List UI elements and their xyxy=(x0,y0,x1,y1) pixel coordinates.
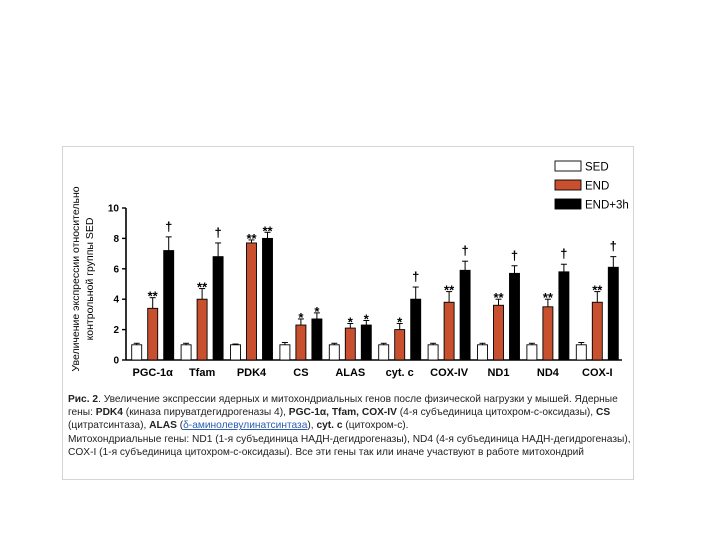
bar-chart: Увеличение экспрессии относительно контр… xyxy=(70,160,629,379)
category-label: ND1 xyxy=(487,367,509,379)
y-tick-label: 4 xyxy=(113,295,119,306)
legend-entry: SED xyxy=(585,162,609,174)
caption-text-7: (цитохром-с). xyxy=(342,420,409,432)
significance-marks: **†**† ***** ** * *†**†**†**†**† xyxy=(148,219,617,330)
significance-mark: † xyxy=(610,239,617,254)
legend-swatch xyxy=(554,179,582,191)
category-label: cyt. c xyxy=(386,367,414,379)
bar-end xyxy=(196,298,208,361)
bar-end-3h xyxy=(163,250,175,361)
category-label: PGC-1α xyxy=(133,367,174,379)
category-label: PDK4 xyxy=(237,367,267,379)
category-label: ND4 xyxy=(537,367,560,379)
bar-end xyxy=(542,306,554,361)
caption-text-4: (цитратсинтаза), xyxy=(68,420,150,432)
caption-text-3: (4-я субъединица цитохром-с-оксидазы), xyxy=(396,407,596,419)
significance-mark: † xyxy=(412,269,419,284)
bar-end-3h xyxy=(410,298,422,361)
category-labels: PGC-1α Tfam PDK4 CS ALAS cyt. c COX-IV ND1 ND4 CO… xyxy=(133,367,613,379)
category-label: COX-IV xyxy=(430,367,469,379)
y-tick-label: 6 xyxy=(113,264,119,275)
caption-alas-link[interactable]: δ-аминолевулинатсинтаза xyxy=(183,420,308,432)
bar-sed xyxy=(427,344,439,361)
category-label: COX-I xyxy=(582,367,613,379)
significance-mark: * xyxy=(348,315,354,330)
y-ticks: 0 2 4 6 8 10 xyxy=(108,204,126,367)
bar-sed xyxy=(279,344,291,361)
caption-gene-pdk4: PDK4 xyxy=(95,407,123,419)
caption-text-6: ), xyxy=(307,420,317,432)
legend: SED END END+3h xyxy=(554,160,629,212)
caption-gene-cytc: cyt. c xyxy=(316,420,343,432)
bar-sed xyxy=(131,344,143,361)
significance-mark: ** xyxy=(148,289,159,304)
significance-mark: * xyxy=(314,304,320,319)
bar-sed xyxy=(575,344,587,361)
bar-end-3h xyxy=(509,272,520,361)
caption-genes-group: PGC-1α, Tfam, COX-IV xyxy=(288,407,397,419)
bar-end-3h xyxy=(311,318,323,361)
bar-end xyxy=(591,301,603,361)
legend-entry: END xyxy=(585,181,609,193)
figure-caption: Рис. 2. Увеличение экспрессии ядерных и … xyxy=(68,393,632,459)
y-axis-label: Увеличение экспрессии относительно контр… xyxy=(70,186,96,371)
caption-fig-label: Рис. 2 xyxy=(68,394,99,405)
bar-end-3h xyxy=(459,269,471,361)
y-tick-label: 0 xyxy=(113,356,119,367)
significance-mark: ** xyxy=(592,283,603,298)
y-axis-label-line-2: контрольной группы SED xyxy=(84,217,96,340)
caption-text-1: . Увеличение экспрессии ядерных и митохо… xyxy=(68,394,618,419)
significance-mark: ** xyxy=(444,283,455,298)
significance-mark: † xyxy=(560,246,567,261)
bar-sed xyxy=(526,344,538,361)
bar-end-3h xyxy=(558,271,570,361)
significance-mark: ** xyxy=(246,231,257,246)
significance-mark: * xyxy=(364,311,370,326)
caption-text-8: Митохондриальные гены: ND1 (1-я субъедин… xyxy=(68,433,631,458)
caption-text-2: (киназа пируватдегидрогеназы 4), xyxy=(122,407,289,419)
significance-mark: ** xyxy=(493,290,504,305)
bar-end-3h xyxy=(360,324,372,361)
bar-end xyxy=(295,324,307,361)
y-tick-label: 2 xyxy=(113,325,119,336)
category-label: Tfam xyxy=(189,367,216,379)
significance-mark: ** xyxy=(262,223,273,238)
significance-mark: † xyxy=(214,225,221,240)
y-axis-label-line-1: Увеличение экспрессии относительно xyxy=(70,186,82,371)
significance-mark: ** xyxy=(543,290,554,305)
bar-end xyxy=(344,327,356,361)
legend-entry: END+3h xyxy=(585,200,629,212)
bar-end xyxy=(147,307,159,361)
significance-mark: ** xyxy=(197,280,208,295)
bar-sed xyxy=(328,344,340,361)
bar-end-3h xyxy=(212,256,224,361)
significance-mark: † xyxy=(165,219,172,234)
bars xyxy=(131,231,619,361)
bar-end-3h xyxy=(262,237,273,361)
legend-swatch xyxy=(554,160,582,172)
y-tick-label: 10 xyxy=(108,204,120,215)
category-label: CS xyxy=(293,367,308,379)
legend-swatch xyxy=(554,198,582,210)
bar-end-3h xyxy=(607,266,619,361)
bar-end xyxy=(493,304,504,361)
caption-text-5: ( xyxy=(176,420,184,432)
significance-mark: * xyxy=(397,315,403,330)
caption-gene-cs: CS xyxy=(595,407,611,419)
y-tick-label: 8 xyxy=(113,234,119,245)
bar-end xyxy=(394,329,406,361)
bar-end xyxy=(443,301,455,361)
category-label: ALAS xyxy=(335,367,365,379)
significance-mark: † xyxy=(511,248,518,263)
caption-gene-alas: ALAS xyxy=(149,420,177,432)
bar-sed xyxy=(230,344,241,361)
bar-end xyxy=(246,242,257,361)
significance-mark: * xyxy=(298,310,304,325)
bar-sed xyxy=(378,344,390,361)
axes xyxy=(125,208,622,361)
bar-sed xyxy=(477,344,488,361)
bar-sed xyxy=(180,344,192,361)
significance-mark: † xyxy=(461,243,468,258)
